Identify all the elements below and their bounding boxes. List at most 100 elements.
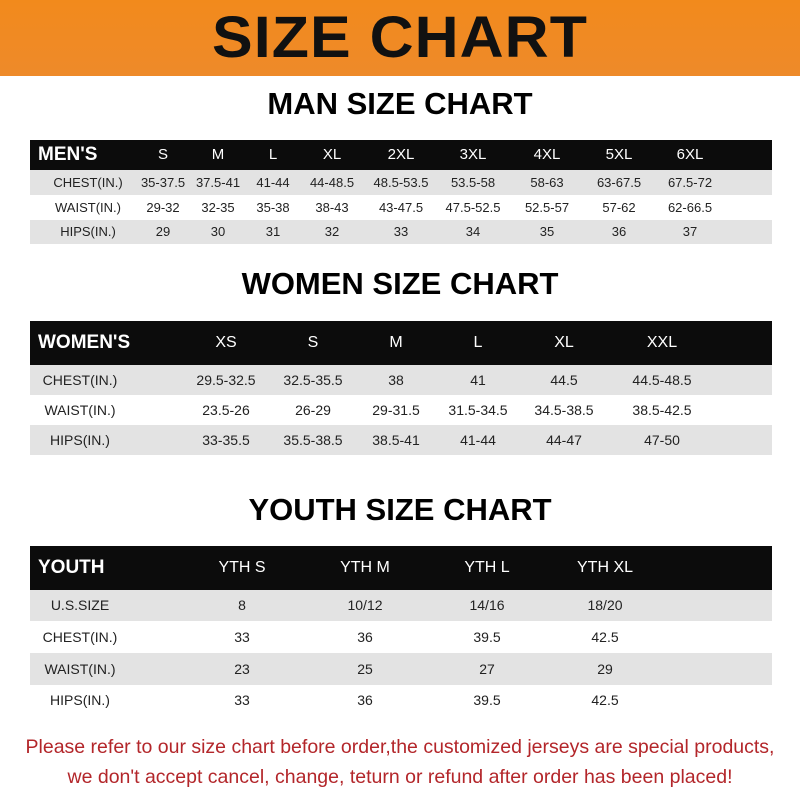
table-cell: 35 xyxy=(539,224,555,239)
size-header-cell: M xyxy=(211,146,225,163)
table-cell: 31 xyxy=(265,224,281,239)
table-cell: 63-67.5 xyxy=(596,175,642,190)
table-cell: 29 xyxy=(597,661,613,677)
size-header-cell: 5XL xyxy=(605,146,633,163)
men-section-title: MAN SIZE CHART xyxy=(267,86,533,121)
size-header-cell: XL xyxy=(554,334,574,351)
table-cell: 29-32 xyxy=(146,200,180,215)
table-cell: 32 xyxy=(324,224,340,239)
women-size-table: WOMEN'S XS S M L XL XXL CHEST(IN.) 29.5-32.5 32.5… xyxy=(30,321,772,455)
measure-label-cell: WAIST(IN.) xyxy=(44,402,116,418)
table-cell: 33 xyxy=(393,224,409,239)
page-title: SIZE CHART xyxy=(212,5,588,70)
table-cell: 38.5-41 xyxy=(372,432,420,448)
measure-label-cell: WAIST(IN.) xyxy=(55,200,121,215)
table-cell: 33-35.5 xyxy=(202,432,250,448)
table-cell: 30 xyxy=(210,224,226,239)
table-cell: 62-66.5 xyxy=(667,200,713,215)
size-header-cell: YTH XL xyxy=(576,559,634,576)
table-row: CHEST(IN.) 33 36 39.5 42.5 xyxy=(30,621,772,653)
table-cell: 39.5 xyxy=(473,629,501,645)
table-cell: 14/16 xyxy=(469,597,505,613)
table-cell: 32-35 xyxy=(201,200,235,215)
table-row: CHEST(IN.) 29.5-32.5 32.5-35.5 38 41 44.5 44.5… xyxy=(30,365,772,395)
size-header-cell: M xyxy=(389,334,403,351)
table-cell: 29 xyxy=(155,224,171,239)
table-cell: 41 xyxy=(470,372,486,388)
notice-line-1: Please refer to our size chart before or… xyxy=(25,736,775,758)
table-cell: 18/20 xyxy=(587,597,623,613)
youth-section-title: YOUTH SIZE CHART xyxy=(248,492,552,527)
table-title-cell: YOUTH xyxy=(38,557,105,578)
table-cell: 29-31.5 xyxy=(372,402,420,418)
table-cell: 47.5-52.5 xyxy=(445,200,501,215)
table-title-cell: WOMEN'S xyxy=(38,332,131,353)
table-row: WAIST(IN.) 23 25 27 29 xyxy=(30,653,772,685)
table-cell: 44.5-48.5 xyxy=(632,372,692,388)
table-cell: 44.5 xyxy=(550,372,578,388)
table-header-row: WOMEN'S XS S M L XL XXL xyxy=(30,321,772,365)
table-cell: 35.5-38.5 xyxy=(283,432,343,448)
table-cell: 23 xyxy=(234,661,250,677)
measure-label-cell: CHEST(IN.) xyxy=(42,629,118,645)
table-cell: 41-44 xyxy=(256,175,290,190)
table-cell: 39.5 xyxy=(473,692,501,708)
table-row: U.S.SIZE 8 10/12 14/16 18/20 xyxy=(30,590,772,621)
table-cell: 37 xyxy=(682,224,698,239)
table-row: HIPS(IN.) 33-35.5 35.5-38.5 38.5-41 41-44 44-… xyxy=(30,425,772,455)
size-header-cell: 4XL xyxy=(533,146,561,163)
table-title-cell: MEN'S xyxy=(38,144,98,165)
size-header-cell: 6XL xyxy=(676,146,704,163)
table-cell: 25 xyxy=(357,661,373,677)
table-header-row: MEN'S S M L XL 2XL 3XL 4XL 5XL 6XL xyxy=(30,140,772,170)
measure-label-cell: WAIST(IN.) xyxy=(44,661,116,677)
table-cell: 41-44 xyxy=(460,432,496,448)
size-header-cell: XXL xyxy=(646,334,678,351)
table-row: CHEST(IN.) 35-37.5 37.5-41 41-44 44-48.5 48.5… xyxy=(30,170,772,195)
table-cell: 34 xyxy=(465,224,481,239)
table-cell: 29.5-32.5 xyxy=(196,372,256,388)
measure-label-cell: HIPS(IN.) xyxy=(60,224,116,239)
notice-line-2: we don't accept cancel, change, teturn o… xyxy=(67,766,733,788)
table-cell: 58-63 xyxy=(530,175,564,190)
table-cell: 35-38 xyxy=(256,200,290,215)
table-cell: 8 xyxy=(238,597,246,613)
table-cell: 23.5-26 xyxy=(202,402,250,418)
men-size-table: MEN'S S M L XL 2XL 3XL 4XL 5XL 6XL CHEST(IN.) 35-37… xyxy=(30,140,772,244)
women-section-title: WOMEN SIZE CHART xyxy=(241,266,559,301)
table-cell: 52.5-57 xyxy=(524,200,570,215)
table-row: HIPS(IN.) 29 30 31 32 33 34 35 36 37 xyxy=(30,220,772,244)
table-cell: 36 xyxy=(357,692,373,708)
size-header-cell: YTH L xyxy=(464,559,510,576)
title-banner: SIZE CHART xyxy=(0,0,800,76)
table-cell: 35-37.5 xyxy=(140,175,186,190)
table-cell: 37.5-41 xyxy=(195,175,241,190)
size-header-cell: YTH S xyxy=(218,559,266,576)
table-cell: 57-62 xyxy=(602,200,636,215)
table-cell: 47-50 xyxy=(644,432,680,448)
table-cell: 44-48.5 xyxy=(309,175,355,190)
table-cell: 26-29 xyxy=(295,402,331,418)
table-row: WAIST(IN.) 29-32 32-35 35-38 38-43 43-47.5 47.… xyxy=(30,195,772,220)
size-header-cell: 2XL xyxy=(387,146,415,163)
table-cell: 38-43 xyxy=(315,200,349,215)
table-cell: 38 xyxy=(388,372,404,388)
size-header-cell: XS xyxy=(215,334,237,351)
youth-size-table: YOUTH YTH S YTH M YTH L YTH XL U.S.SIZE 8 10/12… xyxy=(30,546,772,716)
table-cell: 48.5-53.5 xyxy=(373,175,429,190)
table-header-row: YOUTH YTH S YTH M YTH L YTH XL xyxy=(30,546,772,590)
table-cell: 36 xyxy=(357,629,373,645)
table-cell: 33 xyxy=(234,629,250,645)
size-header-cell: S xyxy=(307,334,319,351)
size-header-cell: 3XL xyxy=(459,146,487,163)
size-header-cell: L xyxy=(268,146,278,163)
measure-label-cell: U.S.SIZE xyxy=(50,597,110,613)
table-cell: 42.5 xyxy=(591,692,619,708)
table-cell: 36 xyxy=(611,224,627,239)
size-header-cell: YTH M xyxy=(340,559,390,576)
table-cell: 67.5-72 xyxy=(667,175,713,190)
table-row: HIPS(IN.) 33 36 39.5 42.5 xyxy=(30,685,772,716)
table-cell: 42.5 xyxy=(591,629,619,645)
table-cell: 31.5-34.5 xyxy=(448,402,508,418)
table-cell: 32.5-35.5 xyxy=(283,372,343,388)
